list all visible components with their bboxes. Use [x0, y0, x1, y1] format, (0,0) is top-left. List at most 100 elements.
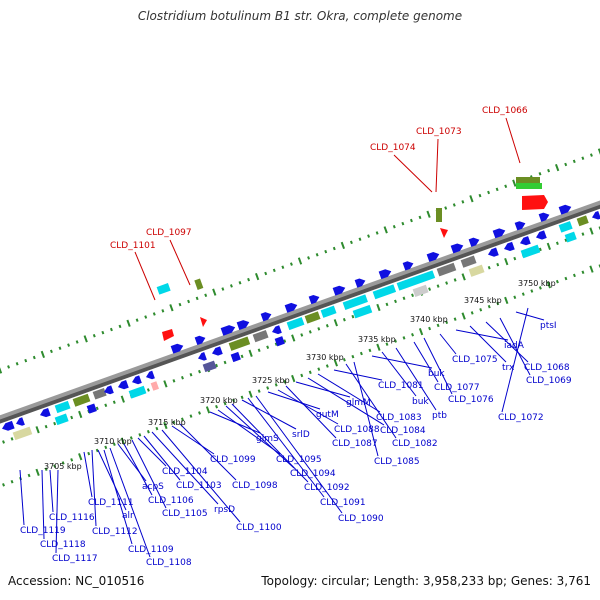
reverse-gene-block [436, 262, 457, 277]
reverse-gene-block [342, 294, 368, 311]
forward-gene-shape [236, 320, 250, 330]
inner-tick [325, 364, 329, 368]
inner-tick [368, 348, 372, 353]
reverse-leader [455, 329, 509, 341]
reverse-gene-block-shape [274, 336, 285, 347]
forward-gene-shape [558, 204, 572, 215]
inner-tick [572, 273, 576, 278]
reverse-leader [353, 361, 379, 457]
reverse-gene-block-shape [54, 413, 69, 426]
reverse-gene-block-shape [12, 426, 33, 441]
outer-tick [461, 200, 465, 204]
reverse-gene-block-shape [320, 305, 337, 318]
forward-gene-shape [308, 294, 320, 305]
middle-tick [308, 330, 312, 334]
inner-tick [376, 343, 381, 351]
reverse-leader [267, 391, 321, 410]
reverse-leader [485, 321, 529, 363]
middle-tick [10, 437, 14, 441]
reverse-leader [395, 347, 437, 411]
reverse-gene-block-shape [564, 231, 577, 243]
forward-leader [169, 239, 191, 286]
middle-tick [104, 403, 108, 408]
reverse-gene-label: buk [412, 397, 429, 407]
reverse-gene [40, 407, 51, 418]
reverse-leader [55, 469, 59, 554]
middle-tick [428, 287, 432, 291]
outer-tick [40, 350, 45, 359]
inner-tick [470, 311, 474, 315]
reverse-gene-block [460, 255, 477, 268]
inner-tick [53, 464, 57, 468]
reverse-leader [19, 469, 25, 526]
middle-tick [2, 440, 5, 444]
outer-tick [212, 288, 217, 296]
outer-tick [349, 240, 353, 245]
reverse-gene-label: rpsD [214, 505, 235, 515]
reverse-gene-label: buk [428, 369, 445, 379]
reverse-leader [49, 469, 54, 513]
forward-gene [284, 302, 298, 313]
reverse-gene-label: CLD_1118 [40, 540, 86, 550]
forward-gene [538, 212, 550, 222]
inner-tick [10, 479, 14, 484]
reverse-gene-label: ptb [432, 411, 447, 421]
middle-tick [112, 400, 116, 404]
outer-tick [383, 226, 388, 234]
reverse-gene [146, 370, 155, 380]
outer-tick [247, 277, 251, 282]
reverse-gene-label: CLD_1100 [236, 523, 282, 533]
inner-tick [78, 453, 83, 461]
reverse-gene-label: CLD_1090 [338, 514, 384, 524]
outer-tick [204, 293, 208, 298]
reverse-gene-label: CLD_1083 [376, 413, 422, 423]
reverse-gene-block-shape [396, 270, 436, 291]
outer-tick [375, 231, 379, 235]
inner-tick [385, 342, 389, 346]
forward-gene-shape [426, 252, 440, 262]
inner-tick [453, 317, 457, 321]
reverse-leader [97, 449, 127, 511]
ruler-label: 3715 kbp [148, 418, 186, 427]
ruler-label: 3725 kbp [252, 376, 290, 385]
inner-tick [291, 374, 296, 383]
outer-tick [187, 299, 191, 304]
ruler-label: 3730 kbp [306, 353, 344, 362]
reverse-gene-label: srlD [292, 430, 310, 440]
outer-tick [392, 224, 396, 229]
reverse-leader [109, 447, 151, 558]
forward-gene-shape [220, 325, 236, 336]
forward-gene-green [516, 183, 542, 189]
middle-tick [146, 388, 150, 392]
reverse-gene-label: iadA [504, 341, 525, 351]
reverse-gene-shape [504, 241, 515, 252]
reverse-gene-block [202, 360, 217, 373]
inner-tick [530, 289, 534, 293]
forward-gene [308, 294, 320, 305]
reverse-gene [536, 230, 547, 240]
reverse-gene-block [54, 400, 71, 414]
outer-tick [555, 163, 560, 172]
outer-tick [272, 268, 276, 273]
forward-gene-red-small [440, 228, 448, 238]
reverse-gene-shape [212, 346, 223, 356]
reverse-gene-block-shape [342, 294, 368, 311]
middle-tick [78, 410, 83, 419]
reverse-gene-label: CLD_1109 [128, 545, 174, 555]
inner-tick [589, 265, 594, 273]
inner-tick [240, 395, 244, 400]
forward-gene-shape [450, 243, 464, 254]
middle-tick [70, 415, 74, 420]
reverse-gene-block [396, 270, 436, 291]
genome-title: Clostridium botulinum B1 str. Okra, comp… [137, 9, 463, 23]
reverse-leader [307, 377, 385, 426]
reverse-gene-block-shape [412, 284, 429, 297]
outer-tick [581, 156, 585, 160]
reverse-leader [469, 325, 507, 363]
middle-tick [283, 339, 287, 343]
reverse-gene-label: CLD_1099 [210, 455, 256, 465]
reverse-gene [504, 241, 515, 252]
reverse-gene [104, 385, 114, 395]
reverse-leader [161, 429, 241, 523]
middle-tick [564, 238, 568, 242]
